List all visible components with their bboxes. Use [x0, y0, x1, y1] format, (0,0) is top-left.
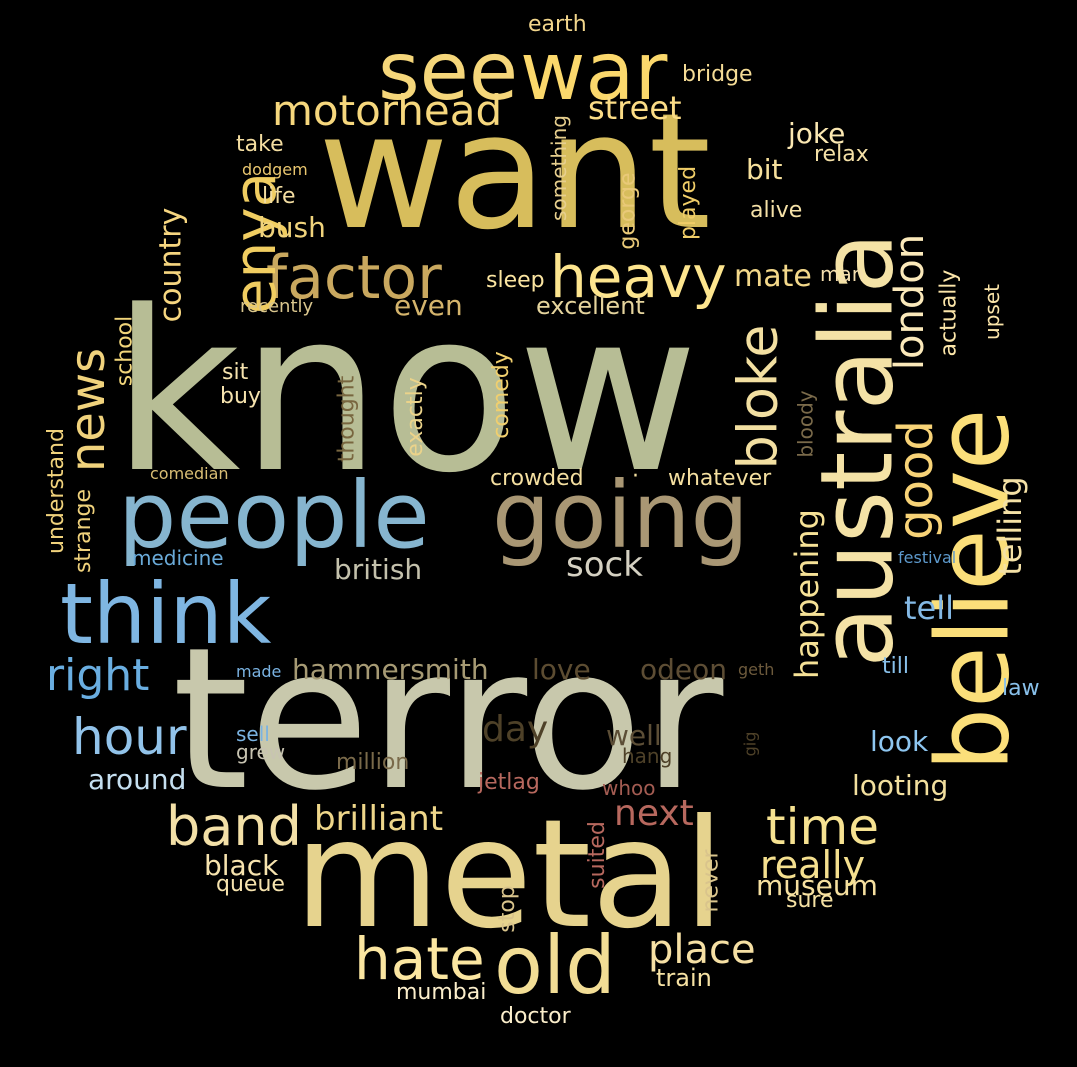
word-terror: terror: [172, 606, 724, 834]
word-doctor: doctor: [500, 1004, 571, 1029]
word-strange: strange: [71, 488, 97, 574]
word-never: never: [698, 849, 724, 913]
word-joke: joke: [788, 117, 846, 150]
word-well: well: [606, 719, 662, 752]
word-medicine: medicine: [132, 546, 224, 570]
word-million: million: [336, 750, 410, 775]
word-hour: hour: [72, 708, 187, 766]
word-think: think: [60, 565, 272, 663]
word-hammersmith: hammersmith: [292, 653, 489, 686]
word-earth: earth: [528, 12, 587, 37]
word-street: street: [588, 89, 682, 127]
word-something: something: [546, 115, 571, 221]
word-bloke: bloke: [726, 324, 790, 470]
word-time: time: [766, 798, 879, 856]
word-queue: queue: [216, 872, 285, 897]
word-around: around: [88, 763, 187, 796]
word-stop: stop: [494, 885, 520, 933]
word-bloody: bloody: [793, 390, 818, 458]
word-upset: upset: [979, 284, 1004, 340]
word-take: take: [236, 132, 284, 157]
word-even: even: [394, 289, 463, 322]
word-jetlag: jetlag: [478, 770, 540, 795]
word-people: people: [118, 462, 430, 569]
word-festival: festival: [898, 548, 957, 567]
word-really: really: [760, 843, 866, 887]
word-telling: telling: [990, 476, 1029, 576]
word-hang: hang: [622, 744, 673, 768]
word-london: london: [887, 233, 934, 371]
word-sure: sure: [786, 888, 834, 913]
word-comedy: comedy: [488, 351, 514, 439]
word-look: look: [870, 725, 929, 758]
word-bush: bush: [258, 211, 326, 244]
word-grew: grew: [236, 740, 286, 764]
word-suited: suited: [584, 821, 610, 889]
word-crowded: crowded: [490, 466, 584, 491]
word-news: news: [60, 347, 117, 473]
word-heavy: heavy: [550, 243, 727, 311]
word-bit: bit: [746, 153, 783, 186]
word-law: law: [1002, 676, 1040, 701]
word-next: next: [614, 793, 694, 834]
word-british: british: [334, 553, 423, 586]
word-tell: tell: [904, 589, 955, 627]
word-whoo: whoo: [602, 776, 656, 800]
word-looting: looting: [852, 769, 949, 802]
word-man: man: [820, 262, 865, 286]
word-see: see: [378, 25, 519, 118]
word-geth: geth: [738, 660, 775, 679]
word-gig: gig: [740, 731, 760, 757]
word-alive: alive: [750, 198, 803, 223]
word-exactly: exactly: [402, 377, 428, 457]
word-dot: ·: [632, 464, 639, 489]
word-museum: museum: [756, 869, 878, 902]
word-hate: hate: [354, 925, 485, 993]
word-place: place: [648, 927, 756, 973]
word-buy: buy: [220, 384, 261, 409]
word-actually: actually: [936, 269, 962, 357]
word-excellent: excellent: [536, 292, 645, 320]
word-right: right: [46, 650, 150, 701]
word-metal: metal: [294, 788, 725, 962]
word-band: band: [166, 795, 302, 858]
word-sleep: sleep: [486, 268, 545, 293]
word-life: life: [262, 184, 296, 209]
word-war: war: [520, 25, 668, 118]
word-george: george: [615, 172, 641, 250]
word-made: made: [236, 662, 282, 681]
word-sit: sit: [222, 360, 249, 385]
word-mate: mate: [734, 259, 812, 294]
word-country: country: [153, 207, 189, 323]
word-school: school: [112, 315, 138, 387]
word-brilliant: brilliant: [314, 799, 444, 839]
word-comedian: comedian: [150, 464, 229, 483]
word-dodgem: dodgem: [242, 160, 308, 179]
word-played: played: [676, 165, 702, 241]
word-recently: recently: [240, 296, 314, 317]
word-going: going: [492, 462, 749, 569]
word-happening: happening: [787, 509, 826, 679]
word-till: till: [882, 654, 909, 679]
word-old: old: [494, 919, 616, 1012]
word-love: love: [532, 653, 591, 686]
word-black: black: [204, 849, 279, 882]
word-whatever: whatever: [668, 466, 772, 491]
word-know: know: [112, 264, 699, 522]
word-thought: thought: [334, 375, 360, 463]
word-sock: sock: [566, 545, 643, 585]
word-relax: relax: [814, 142, 869, 167]
word-factor: factor: [266, 243, 442, 313]
word-good: good: [887, 420, 944, 540]
word-odeon: odeon: [640, 653, 728, 686]
word-train: train: [656, 964, 712, 992]
word-sell: sell: [236, 722, 270, 746]
word-bridge: bridge: [682, 62, 753, 87]
word-day: day: [482, 709, 549, 750]
word-want: want: [318, 78, 712, 265]
word-motorhead: motorhead: [272, 86, 503, 135]
word-mumbai: mumbai: [396, 980, 487, 1005]
word-understand: understand: [43, 428, 69, 554]
